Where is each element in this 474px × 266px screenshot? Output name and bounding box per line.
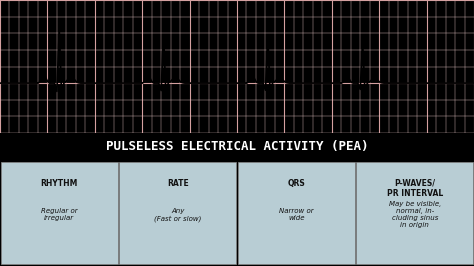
Text: PULSELESS ELECTRICAL ACTIVITY (PEA): PULSELESS ELECTRICAL ACTIVITY (PEA) <box>106 140 368 153</box>
Text: RHYTHM: RHYTHM <box>41 179 78 188</box>
Text: P-WAVES/
PR INTERVAL: P-WAVES/ PR INTERVAL <box>387 179 443 198</box>
Text: Any
(Fast or slow): Any (Fast or slow) <box>154 208 201 222</box>
FancyBboxPatch shape <box>1 162 118 264</box>
Text: Regular or
irregular: Regular or irregular <box>41 209 78 221</box>
Text: RATE: RATE <box>167 179 189 188</box>
Text: QRS: QRS <box>287 179 305 188</box>
Text: Narrow or
wide: Narrow or wide <box>279 209 314 221</box>
FancyBboxPatch shape <box>119 162 236 264</box>
FancyBboxPatch shape <box>356 162 473 264</box>
Text: May be visible,
normal, in-
cluding sinus
in origin: May be visible, normal, in- cluding sinu… <box>389 201 441 228</box>
FancyBboxPatch shape <box>238 162 355 264</box>
